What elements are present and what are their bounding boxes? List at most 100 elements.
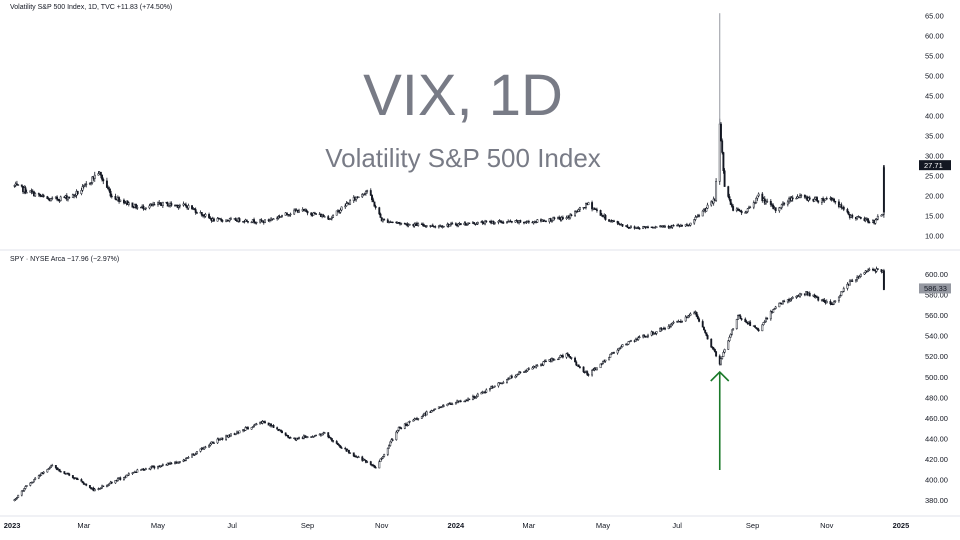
candle-body xyxy=(701,321,704,328)
candle-body xyxy=(526,368,529,372)
candle-body xyxy=(74,195,77,197)
candle-body xyxy=(127,473,130,476)
candle-body xyxy=(755,197,758,203)
candle-body xyxy=(854,279,857,282)
candle-body xyxy=(369,461,372,465)
candle-body xyxy=(332,440,335,442)
candle-body xyxy=(425,225,428,227)
candle-body xyxy=(720,123,722,142)
x-tick-label: 2025 xyxy=(893,521,910,530)
candle-body xyxy=(604,215,607,220)
candle-body xyxy=(800,194,803,197)
x-tick-label: Nov xyxy=(375,521,389,530)
candle-body xyxy=(195,451,198,454)
candle-body xyxy=(803,194,806,198)
vix-header: Volatility S&P 500 Index, 1D, TVC +11.83… xyxy=(10,4,173,11)
candle-body xyxy=(412,419,415,422)
candle-body xyxy=(715,351,718,357)
candle-body xyxy=(391,221,394,224)
candle-body xyxy=(608,357,611,361)
candle-body xyxy=(440,225,443,228)
candle-body xyxy=(834,300,837,302)
candle-body xyxy=(721,356,724,359)
x-tick-label: Mar xyxy=(77,521,90,530)
candle-body xyxy=(593,207,596,210)
candle-body xyxy=(868,221,871,224)
candle-body xyxy=(153,204,156,206)
candle-body xyxy=(442,405,445,407)
candle-body xyxy=(795,197,798,200)
candle-body xyxy=(379,213,382,218)
y-tick-label: 560.00 xyxy=(925,311,948,320)
candle-body xyxy=(118,197,121,202)
candle-body xyxy=(349,200,352,205)
candle-body xyxy=(766,317,769,320)
candle-body xyxy=(510,221,513,223)
candle-body xyxy=(577,364,580,368)
candle-body xyxy=(599,363,602,369)
candle-body xyxy=(46,196,49,199)
candle-body xyxy=(609,353,612,358)
candle-body xyxy=(315,434,318,437)
candle-body xyxy=(251,426,254,428)
candle-body xyxy=(595,367,598,371)
candle-body xyxy=(493,222,496,224)
candle-body xyxy=(13,185,16,187)
candle-body xyxy=(566,353,569,355)
candle-body xyxy=(159,202,162,205)
candle-body xyxy=(565,353,568,358)
candle-body xyxy=(544,360,547,363)
candle-body xyxy=(780,204,783,208)
candle-body xyxy=(108,483,111,485)
candle-body xyxy=(37,193,40,195)
candle-body xyxy=(582,366,585,373)
candle-body xyxy=(772,205,775,209)
candle-body xyxy=(655,331,658,334)
candle-body xyxy=(729,333,732,338)
candle-body xyxy=(323,216,326,218)
candle-body xyxy=(363,193,366,195)
candle-body xyxy=(814,295,817,298)
candle-body xyxy=(664,225,666,228)
candle-body xyxy=(170,462,173,465)
candle-body xyxy=(558,216,561,219)
candle-body xyxy=(17,184,20,186)
candle-body xyxy=(136,469,139,473)
candle-body xyxy=(786,201,789,205)
candle-body xyxy=(488,388,491,391)
candle-body xyxy=(833,301,835,305)
candle-body xyxy=(364,460,367,463)
candle-body xyxy=(68,196,71,199)
y-tick-label: 35.00 xyxy=(925,132,944,141)
candle-body xyxy=(833,198,835,202)
candle-body xyxy=(723,349,726,353)
y-tick-label: 25.00 xyxy=(925,172,944,181)
candle-body xyxy=(695,312,698,317)
candle-body xyxy=(782,300,784,305)
candle-body xyxy=(105,485,108,487)
x-tick-label: Sep xyxy=(746,521,759,530)
candle-body xyxy=(81,186,84,191)
candle-body xyxy=(848,280,851,286)
candle-body xyxy=(480,392,483,395)
candle-body xyxy=(702,326,705,331)
candle-body xyxy=(322,214,325,217)
candle-body xyxy=(187,457,190,459)
candle-body xyxy=(446,403,449,406)
x-tick-label: Nov xyxy=(820,521,834,530)
candle-body xyxy=(41,472,44,475)
candle-body xyxy=(374,206,377,208)
candle-body xyxy=(681,225,684,227)
candle-body xyxy=(293,209,296,215)
candle-body xyxy=(553,217,556,219)
candle-body xyxy=(840,291,843,296)
y-tick-label: 500.00 xyxy=(925,373,948,382)
candle-body xyxy=(790,298,793,300)
candle-body xyxy=(757,193,760,197)
candle-body xyxy=(745,321,748,324)
candle-body xyxy=(373,465,376,468)
candle-body xyxy=(473,396,476,399)
candle-body xyxy=(14,498,17,500)
candle-body xyxy=(211,441,214,444)
